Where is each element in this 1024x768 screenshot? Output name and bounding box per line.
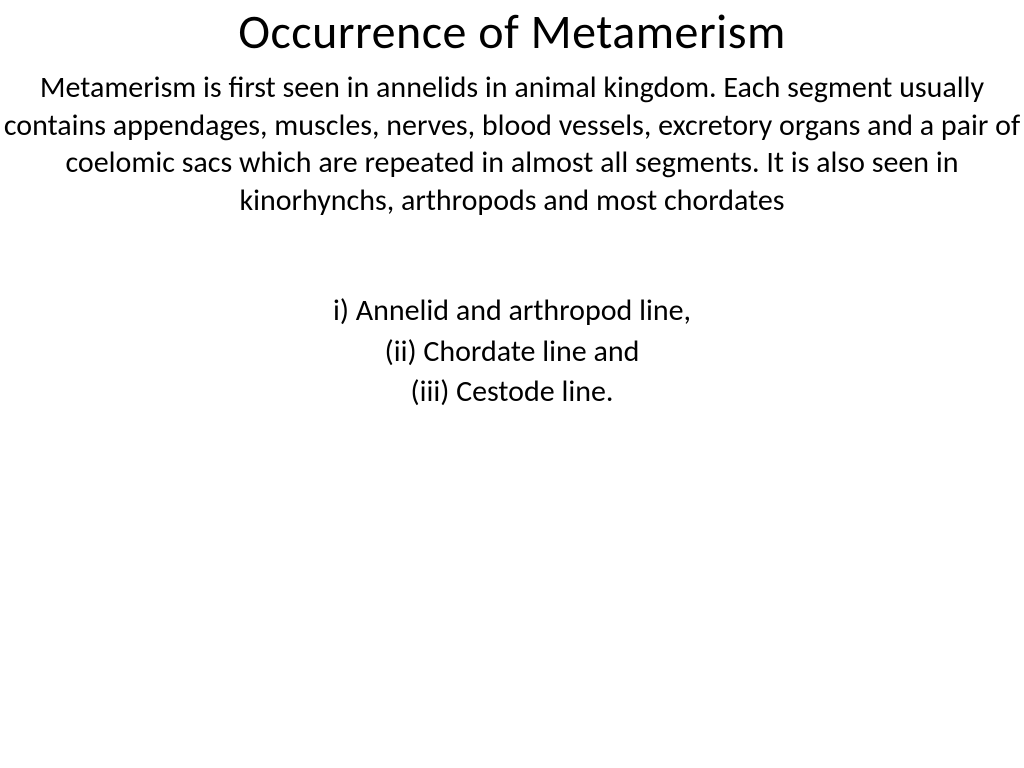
slide-title: Occurrence of Metamerism: [238, 2, 786, 61]
slide-body-text: Metamerism is first seen in annelids in …: [0, 69, 1024, 219]
list-item: i) Annelid and arthropod line,: [333, 291, 691, 332]
slide-container: Occurrence of Metamerism Metamerism is f…: [0, 0, 1024, 768]
slide-list: i) Annelid and arthropod line, (ii) Chor…: [333, 291, 691, 413]
list-item: (ii) Chordate line and: [333, 332, 691, 373]
list-item: (iii) Cestode line.: [333, 372, 691, 413]
